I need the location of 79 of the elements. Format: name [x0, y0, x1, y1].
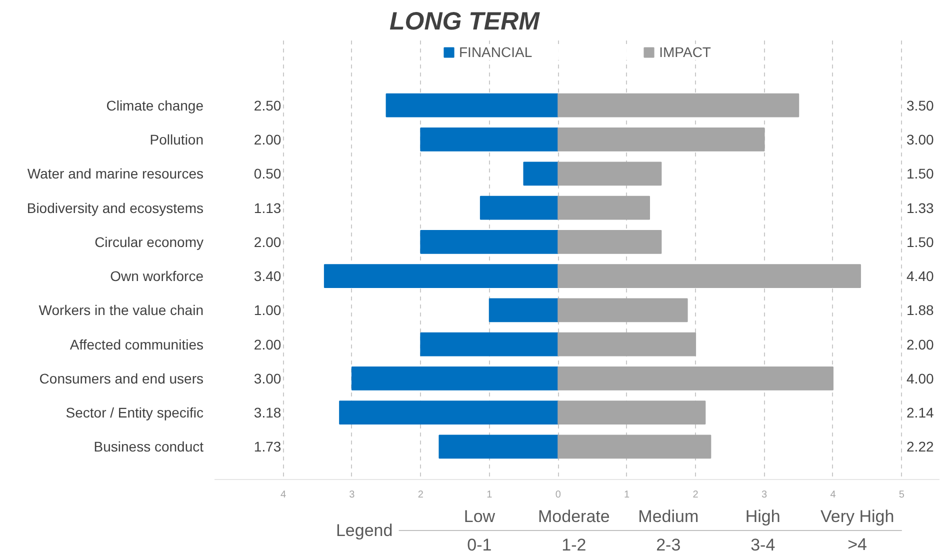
bar	[339, 400, 559, 425]
bar	[386, 93, 559, 118]
y-tick-label: Workers in the value chain	[38, 302, 204, 318]
bar	[420, 332, 559, 356]
data-label: 1.88	[906, 302, 934, 318]
legend-label: IMPACT	[659, 44, 711, 60]
x-tick-label: 2	[692, 490, 699, 500]
bar	[480, 196, 559, 220]
data-label: 2.14	[906, 404, 934, 421]
bar	[558, 230, 662, 254]
x-tick-label: 4	[830, 490, 836, 500]
data-label: 3.40	[254, 268, 282, 284]
y-tick-label: Own workforce	[110, 268, 204, 284]
x-tick-label: 0	[555, 490, 562, 500]
chart-title: LONG TERM	[390, 8, 541, 36]
data-label: 3.50	[906, 97, 934, 114]
bar	[420, 128, 559, 152]
x-tick-label: 3	[761, 490, 768, 500]
bar	[420, 230, 559, 254]
text: 2-3	[656, 536, 681, 554]
data-label: 2.22	[906, 438, 934, 455]
bar	[558, 434, 712, 459]
legend-label: FINANCIAL	[459, 44, 532, 60]
text: Very High	[820, 507, 894, 526]
data-label: 4.00	[906, 370, 934, 386]
data-label: 1.13	[254, 200, 282, 216]
data-label: 1.73	[254, 438, 282, 455]
data-label: 4.40	[906, 268, 934, 284]
data-label: 1.50	[906, 166, 934, 182]
bar	[438, 434, 559, 459]
data-label: 1.50	[906, 234, 934, 250]
bar	[558, 93, 800, 118]
bar	[488, 298, 559, 322]
bar	[558, 400, 706, 425]
bar	[558, 162, 662, 186]
text: Moderate	[538, 507, 610, 526]
data-label: 1.00	[254, 302, 282, 318]
y-tick-label: Pollution	[150, 131, 204, 148]
x-tick-label: 1	[486, 490, 493, 500]
data-label: 0.50	[254, 166, 282, 182]
text: >4	[848, 535, 868, 554]
bar	[558, 264, 861, 288]
data-label: 2.00	[906, 336, 934, 352]
y-tick-label: Climate change	[106, 97, 204, 114]
data-label: 1.33	[906, 200, 934, 216]
data-label: 2.00	[254, 131, 282, 148]
y-tick-label: Affected communities	[70, 336, 204, 352]
x-tick-label: 1	[624, 490, 630, 500]
text: Legend	[336, 521, 393, 540]
data-label: 3.00	[254, 370, 282, 386]
bar	[558, 128, 765, 152]
y-tick-label: Sector / Entity specific	[66, 404, 204, 421]
data-label: 2.00	[254, 234, 282, 250]
text: High	[745, 507, 780, 526]
data-label: 3.18	[254, 404, 282, 421]
text: 0-1	[467, 536, 492, 554]
bar	[558, 332, 696, 356]
x-tick-label: 2	[418, 490, 424, 500]
text: Medium	[638, 507, 699, 526]
bar	[523, 162, 559, 186]
data-label: 2.50	[254, 97, 282, 114]
text: 3-4	[750, 536, 776, 554]
data-label: 2.00	[254, 336, 282, 352]
y-tick-label: Circular economy	[94, 234, 204, 250]
x-tick-label: 5	[898, 490, 905, 500]
text: Low	[464, 507, 496, 526]
y-tick-label: Water and marine resources	[27, 166, 204, 182]
bar	[324, 264, 559, 288]
text: 1-2	[562, 536, 586, 554]
bar	[558, 366, 834, 390]
y-tick-label: Biodiversity and ecosystems	[26, 200, 204, 216]
y-tick-label: Consumers and end users	[39, 370, 204, 386]
data-label: 3.00	[906, 131, 934, 148]
bar	[558, 196, 650, 220]
bar	[558, 298, 688, 322]
x-tick-label: 4	[280, 490, 286, 500]
y-tick-label: Business conduct	[94, 438, 204, 455]
x-tick-label: 3	[349, 490, 356, 500]
bar	[351, 366, 559, 390]
